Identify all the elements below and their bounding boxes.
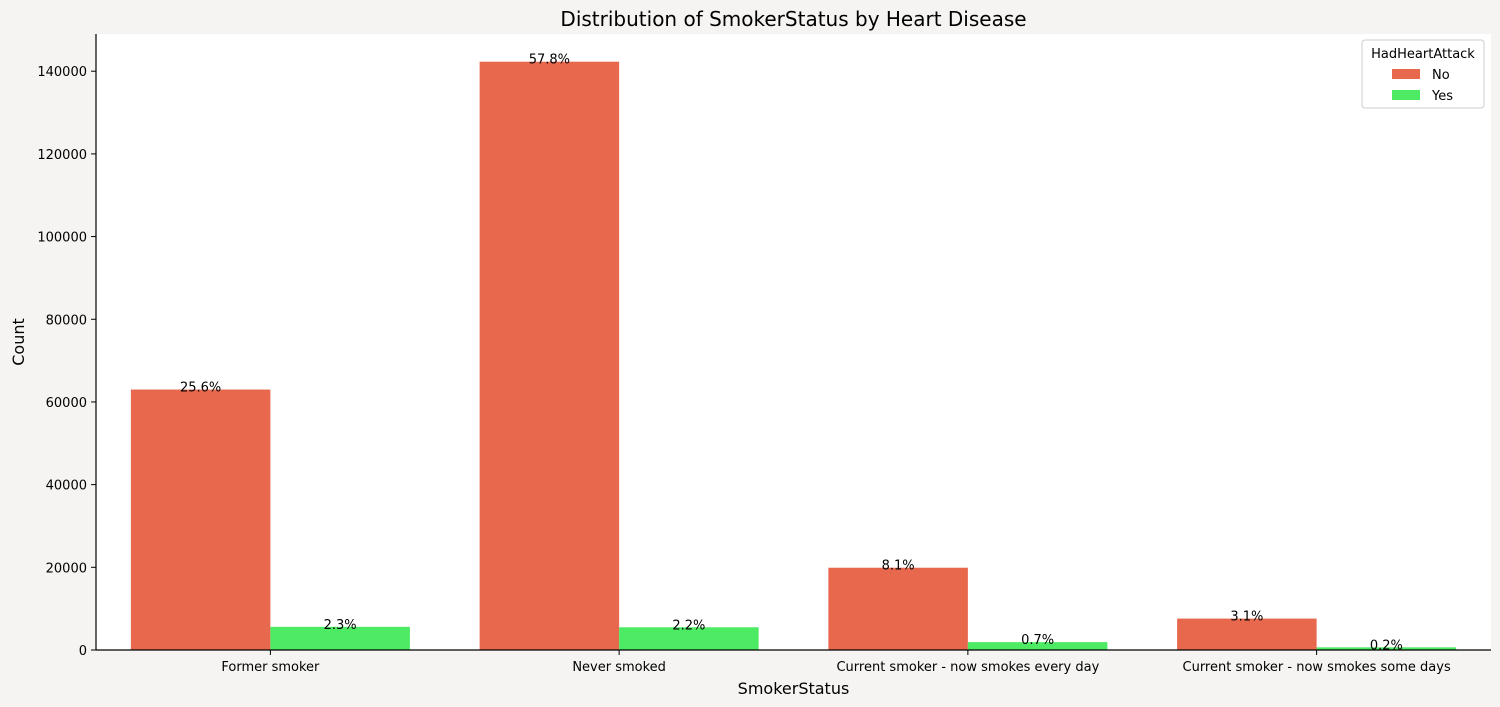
bar-no-1 [479,61,620,650]
y-tick-label: 40000 [46,479,87,494]
data-label-yes-0: 2.3% [324,618,357,633]
x-tick-label: Never smoked [572,660,666,675]
legend-swatch-yes [1392,90,1420,100]
legend-label-yes: Yes [1431,89,1453,104]
data-label-no-1: 57.8% [529,53,570,68]
data-label-yes-1: 2.2% [672,618,705,633]
legend-title: HadHeartAttack [1371,47,1475,62]
y-tick-label: 60000 [46,396,87,411]
y-tick-label: 140000 [37,65,87,80]
bar-no-0 [130,389,271,650]
y-axis-title: Count [9,318,28,366]
plot-area [96,34,1491,650]
data-label-yes-2: 0.7% [1021,633,1054,648]
x-tick-label: Former smoker [221,660,320,675]
bar-yes-0 [270,626,410,650]
legend: HadHeartAttack No Yes [1361,39,1485,109]
y-axis: 0 20000 40000 60000 80000 100000 120000 140000 [37,34,97,659]
y-tick-label: 20000 [46,561,87,576]
bar-yes-2 [967,642,1108,650]
bar-yes-3 [1316,647,1457,650]
y-tick-label: 100000 [37,231,87,246]
legend-swatch-no [1392,69,1420,79]
y-tick-label: 80000 [46,313,87,328]
bars-group [130,61,1457,650]
x-tick-label: Current smoker - now smokes every day [836,660,1099,675]
data-label-no-3: 3.1% [1230,610,1263,625]
y-tick-label: 0 [79,644,87,659]
x-tick-label: Current smoker - now smokes some days [1183,660,1451,675]
y-tick-label: 120000 [37,148,87,163]
bar-no-3 [1177,618,1317,650]
data-label-no-0: 25.6% [180,381,221,396]
data-label-yes-3: 0.2% [1370,638,1403,653]
bar-no-2 [828,567,968,650]
data-label-no-2: 8.1% [882,559,915,574]
chart-title: Distribution of SmokerStatus by Heart Di… [560,7,1026,31]
x-axis: Former smoker Never smoked Current smoker … [96,649,1491,675]
legend-label-no: No [1432,68,1450,83]
bar-yes-1 [619,627,759,650]
x-axis-title: SmokerStatus [738,679,850,698]
